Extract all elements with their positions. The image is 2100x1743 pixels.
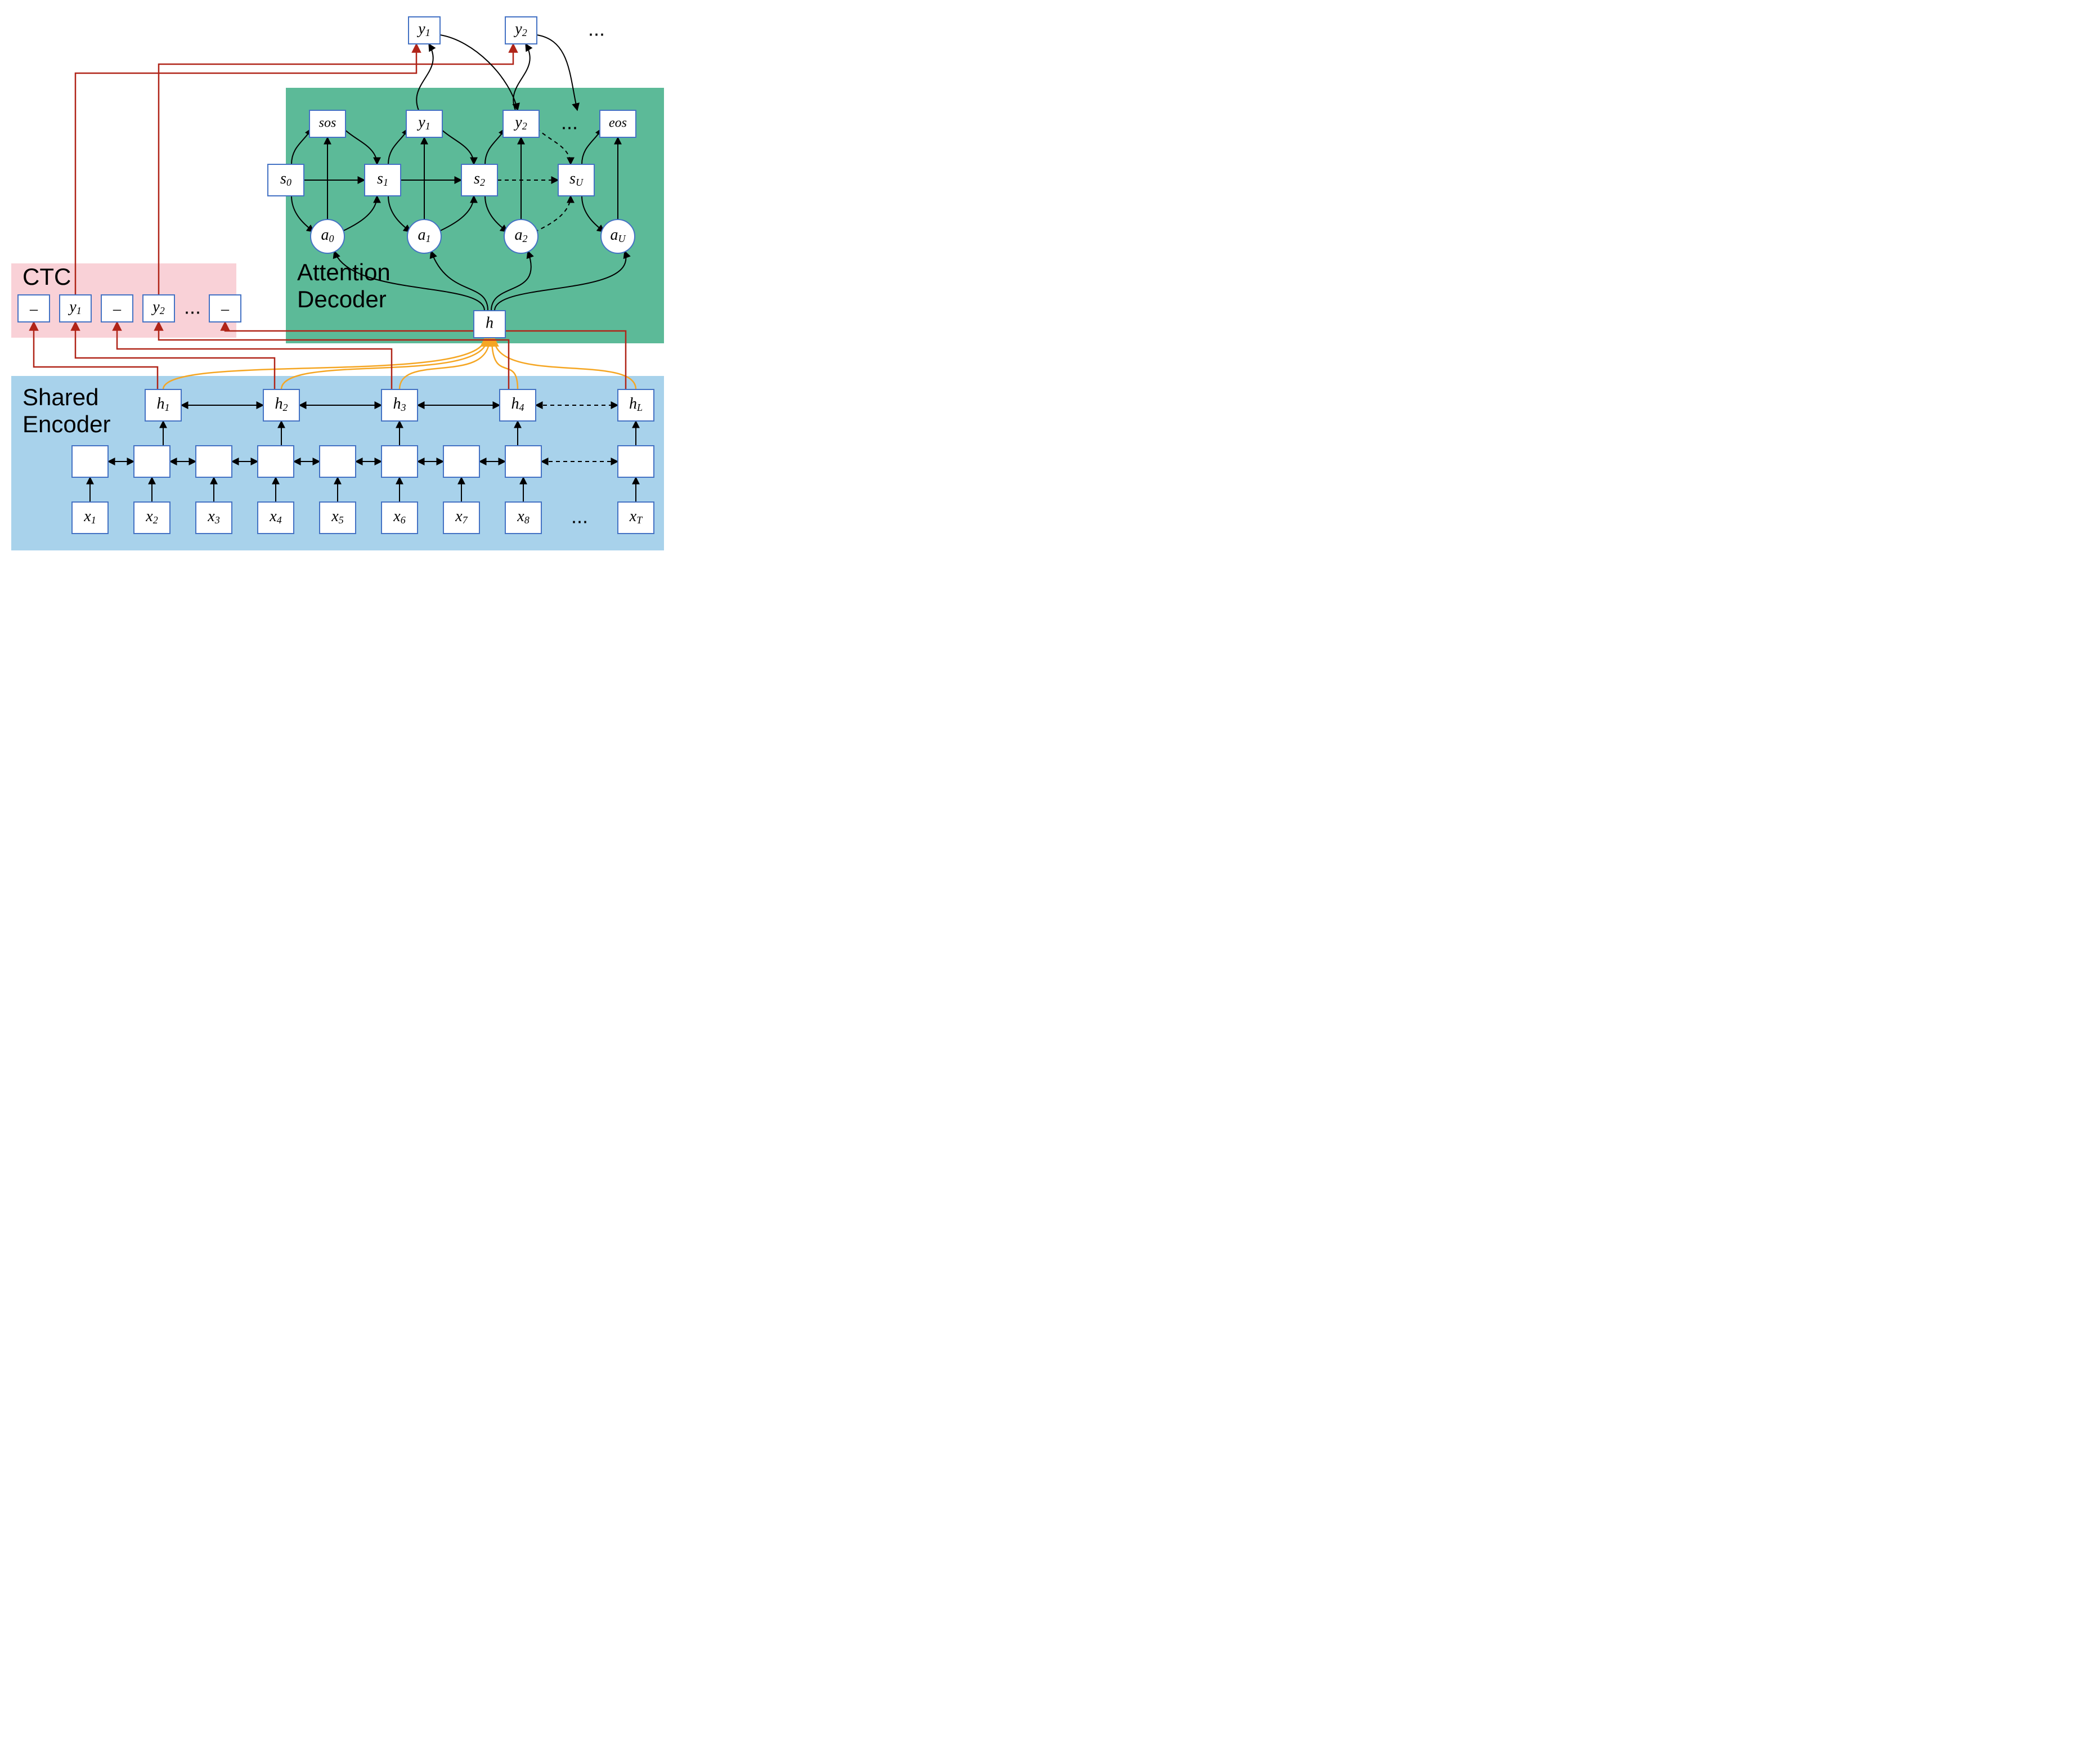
encoder-label1: Shared <box>23 384 98 410</box>
encoder-mid-node <box>134 446 170 477</box>
ctc-label: CTC <box>23 263 71 290</box>
ctc-label: _ <box>113 295 122 312</box>
encoder-mid-node <box>505 446 541 477</box>
encoder-mid-node <box>196 446 232 477</box>
attention-label1: Attention <box>297 259 391 285</box>
encoder-label2: Encoder <box>23 411 110 437</box>
output-dots: ... <box>588 17 605 41</box>
encoder-mid-node <box>72 446 108 477</box>
encoder-mid-node <box>320 446 356 477</box>
attention-top-label: eos <box>609 116 627 131</box>
encoder-mid-node <box>382 446 418 477</box>
attention-h-label: h <box>486 314 493 331</box>
attention-top-dots: ... <box>561 111 578 134</box>
ctc-dots: ... <box>184 295 201 319</box>
encoder-mid-node <box>618 446 654 477</box>
attention-top-label: sos <box>319 116 336 131</box>
encoder-mid-node <box>258 446 294 477</box>
ctc-label: _ <box>29 295 38 312</box>
encoder-x-dots: ... <box>571 505 588 528</box>
attention-label2: Decoder <box>297 286 387 312</box>
encoder-mid-node <box>443 446 479 477</box>
architecture-diagram: CTCSharedEncoderAttentionDecoderx1x2x3x4… <box>0 0 675 561</box>
ctc-label: _ <box>221 295 230 312</box>
